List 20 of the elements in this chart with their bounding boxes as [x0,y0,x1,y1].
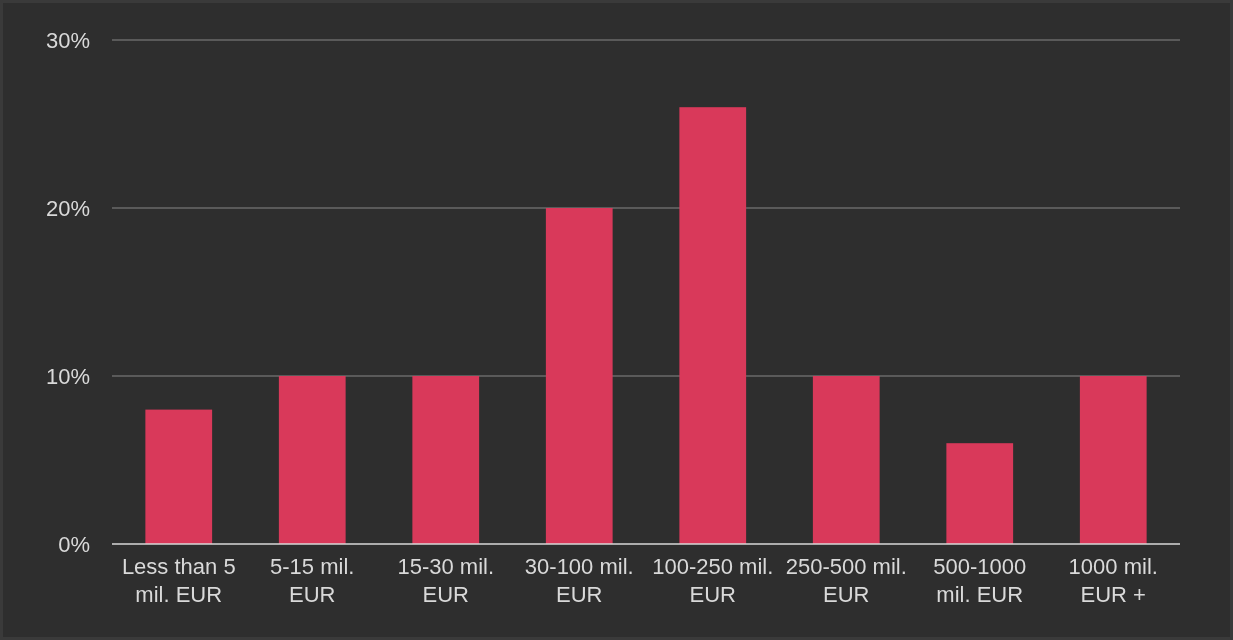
bar [278,376,346,544]
x-tick-label: 30-100 mil. EUR [524,554,634,607]
bar [145,409,213,544]
bar [812,376,880,544]
x-tick-label: Less than 5 mil. EUR [121,554,236,607]
bar [679,107,747,544]
x-tick-label: 15-30 mil. EUR [397,554,495,607]
x-tick-label: 5-15 mil. EUR [270,554,355,607]
x-tick-label: 1000 mil. EUR + [1068,554,1158,607]
bar [1079,376,1147,544]
x-tick-label: 500-1000 mil. EUR [933,554,1027,607]
bar [545,208,613,544]
x-tick-label: 100-250 mil. EUR [652,554,774,607]
y-tick-label: 0% [58,531,90,557]
x-tick-label: 250-500 mil. EUR [785,554,907,607]
bar [946,443,1014,544]
bar [412,376,480,544]
y-tick-label: 30% [45,27,90,53]
y-tick-label: 10% [45,363,90,389]
y-tick-label: 20% [45,195,90,221]
